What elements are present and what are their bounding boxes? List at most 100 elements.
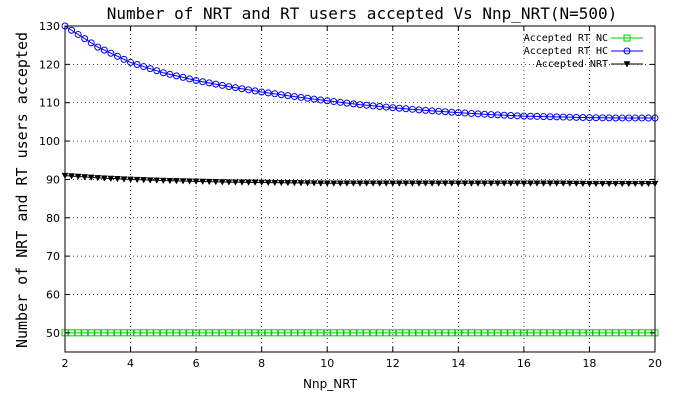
data-point (336, 98, 344, 106)
data-point (592, 180, 600, 188)
data-point (474, 180, 482, 187)
data-point (140, 63, 148, 71)
data-point (218, 81, 226, 89)
data-point (631, 180, 639, 188)
data-point (533, 112, 541, 120)
y-tick-label: 80 (46, 212, 60, 225)
data-point (454, 180, 462, 187)
plot-frame (64, 25, 656, 353)
data-point (127, 176, 134, 183)
data-point (638, 114, 646, 122)
data-point (540, 329, 548, 337)
data-point (389, 329, 397, 337)
data-point (153, 177, 161, 184)
legend-swatch-marker (623, 47, 631, 55)
data-point (133, 61, 141, 69)
data-point (638, 329, 646, 337)
data-point (172, 329, 180, 337)
data-point (474, 329, 482, 337)
data-point (107, 329, 115, 337)
data-point (585, 114, 593, 122)
data-point (146, 177, 154, 184)
data-point (107, 175, 115, 183)
data-point (592, 114, 600, 122)
data-point (349, 329, 357, 337)
data-point (408, 105, 416, 113)
data-point (245, 86, 253, 94)
data-point (225, 83, 233, 91)
x-tick-label: 10 (320, 357, 334, 370)
data-point (74, 173, 82, 181)
data-point (435, 107, 443, 115)
data-point (336, 180, 344, 187)
data-point (363, 101, 371, 109)
data-point (376, 102, 384, 110)
data-point (638, 180, 646, 188)
data-point (179, 178, 187, 185)
data-point (100, 329, 108, 337)
data-point (212, 80, 220, 88)
data-point (494, 329, 502, 337)
data-point (212, 329, 220, 337)
data-point (218, 179, 226, 186)
data-point (494, 111, 502, 119)
legend-label: Accepted RT HC (524, 46, 608, 57)
data-point (120, 176, 128, 183)
data-point (428, 107, 436, 115)
data-point (251, 329, 259, 337)
data-point (625, 114, 633, 122)
data-point (382, 103, 390, 111)
data-point (645, 180, 652, 188)
data-point (559, 180, 567, 187)
data-point (317, 329, 325, 337)
data-point (625, 180, 633, 188)
data-point (100, 46, 108, 54)
data-point (428, 329, 436, 337)
data-point (271, 90, 279, 98)
data-point (566, 329, 574, 337)
data-point (127, 329, 135, 337)
data-point (284, 92, 292, 100)
series-2 (61, 172, 659, 188)
data-point (527, 180, 534, 187)
data-point (435, 329, 443, 337)
data-point (291, 180, 298, 187)
data-point (218, 329, 226, 337)
x-tick-label: 20 (648, 357, 662, 370)
data-point (553, 329, 561, 337)
data-point (310, 180, 318, 187)
data-point (133, 329, 141, 337)
data-point (140, 329, 148, 337)
data-point (540, 113, 548, 121)
data-point (520, 180, 528, 187)
data-point (363, 180, 370, 187)
data-point (192, 178, 200, 185)
data-point (468, 180, 475, 187)
data-point (579, 180, 587, 188)
data-point (382, 329, 390, 337)
data-point (467, 329, 475, 337)
data-point (507, 112, 515, 120)
data-point (533, 180, 541, 187)
data-point (192, 329, 200, 337)
data-point (166, 177, 174, 185)
data-point (153, 329, 161, 337)
data-point (212, 179, 220, 186)
data-point (258, 179, 266, 187)
data-point (192, 76, 200, 84)
data-point (363, 329, 371, 337)
data-point (395, 329, 403, 337)
data-point (500, 111, 508, 119)
data-point (68, 26, 76, 34)
data-point (277, 91, 285, 99)
data-point (179, 73, 187, 81)
data-point (612, 114, 620, 122)
data-point (336, 329, 344, 337)
data-point (402, 180, 410, 187)
x-tick-label: 12 (386, 357, 400, 370)
data-point (644, 114, 652, 122)
data-point (304, 94, 312, 102)
data-point (199, 329, 207, 337)
legend-swatch-marker (623, 61, 631, 68)
data-point (441, 108, 449, 116)
